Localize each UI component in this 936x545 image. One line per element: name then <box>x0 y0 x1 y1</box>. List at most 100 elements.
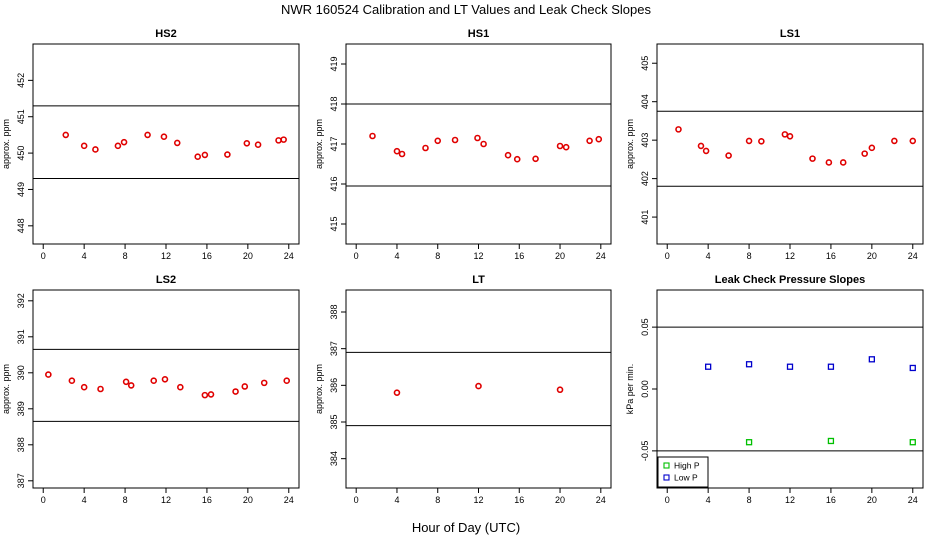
data-point <box>825 159 833 166</box>
data-point <box>393 147 401 155</box>
panel-title: HS1 <box>468 28 489 40</box>
x-tick-label: 16 <box>826 495 836 505</box>
data-point <box>556 386 564 394</box>
data-point <box>809 155 816 162</box>
data-point <box>786 363 794 370</box>
data-point <box>254 141 262 149</box>
data-point <box>480 140 487 148</box>
plot-frame <box>345 43 612 245</box>
plot-frame <box>656 43 924 245</box>
panel-3: LS2 approx. ppm 0 4 8 12 16 20 24 387 388 389 390 391… <box>1 274 300 505</box>
data-point <box>92 146 99 153</box>
x-tick-label: 4 <box>394 251 399 261</box>
x-tick-label: 24 <box>284 251 294 261</box>
data-point <box>909 364 916 372</box>
legend-marker <box>663 474 670 481</box>
legend-marker <box>663 462 670 469</box>
data-point <box>201 151 209 159</box>
data-point <box>705 363 712 370</box>
y-tick-label: 386 <box>329 378 339 393</box>
x-tick-label: 4 <box>82 251 87 261</box>
data-point <box>562 143 570 151</box>
x-tick-label: 16 <box>202 251 212 261</box>
y-axis-label: approx. ppm <box>1 119 11 169</box>
data-point <box>393 389 401 396</box>
data-point <box>241 383 249 390</box>
data-point <box>161 375 169 383</box>
data-point <box>201 391 209 399</box>
panel-title: HS2 <box>155 28 176 40</box>
x-tick-label: 16 <box>202 495 212 505</box>
x-tick-label: 8 <box>435 251 440 261</box>
data-point <box>697 142 705 150</box>
data-point <box>434 137 442 145</box>
data-point <box>868 356 875 363</box>
data-point <box>62 131 70 139</box>
data-point <box>745 361 753 368</box>
y-tick-label: 387 <box>329 341 339 356</box>
y-tick-label: 416 <box>329 176 339 191</box>
y-tick-label: 0.00 <box>640 380 650 398</box>
data-point <box>122 378 130 386</box>
data-point <box>68 377 76 385</box>
y-tick-label: 392 <box>16 293 26 308</box>
data-point <box>781 131 789 138</box>
x-tick-label: 0 <box>354 495 359 505</box>
data-point <box>868 144 876 152</box>
y-tick-label: 451 <box>16 109 26 124</box>
data-point <box>275 137 282 144</box>
panel-1: HS1 approx. ppm 0 4 8 12 16 20 24 415 416 417 418 419 <box>314 28 612 261</box>
data-point <box>114 142 122 150</box>
data-point <box>474 134 481 142</box>
data-point <box>120 138 128 146</box>
y-tick-label: 390 <box>16 365 26 380</box>
y-tick-label: 385 <box>329 414 339 429</box>
data-point <box>861 150 868 157</box>
legend-label: High P <box>674 461 700 471</box>
y-tick-label: 401 <box>640 210 650 225</box>
data-point <box>97 385 104 393</box>
data-point <box>451 136 459 144</box>
panel-title: LS2 <box>156 274 176 286</box>
y-tick-label: 417 <box>329 136 339 151</box>
panel-0: HS2 approx. ppm 0 4 8 12 16 20 24 448 449 450 451 452 <box>1 28 300 261</box>
x-tick-label: 0 <box>665 251 670 261</box>
data-point <box>280 136 287 143</box>
y-axis-label: approx. ppm <box>314 119 324 169</box>
y-tick-label: 388 <box>16 437 26 452</box>
panel-title: LS1 <box>780 28 800 40</box>
x-tick-label: 20 <box>867 495 877 505</box>
x-tick-label: 0 <box>665 495 670 505</box>
data-point <box>758 138 765 145</box>
data-point <box>283 377 291 385</box>
y-tick-label: 452 <box>16 73 26 88</box>
data-point <box>150 377 158 385</box>
panel-4: LT approx. ppm 0 4 8 12 16 20 24 384 385 386 387 388 <box>314 274 612 505</box>
x-tick-label: 12 <box>785 495 795 505</box>
x-tick-label: 20 <box>867 251 877 261</box>
x-tick-label: 12 <box>473 251 483 261</box>
x-tick-label: 8 <box>747 495 752 505</box>
data-point <box>260 379 268 387</box>
data-point <box>725 152 732 159</box>
data-point <box>891 137 898 145</box>
data-point <box>194 153 202 161</box>
x-tick-label: 20 <box>243 251 253 261</box>
x-tick-label: 16 <box>514 495 524 505</box>
y-axis-label: approx. ppm <box>314 364 324 414</box>
x-tick-label: 8 <box>435 495 440 505</box>
data-point <box>207 391 215 398</box>
y-tick-label: 449 <box>16 182 26 197</box>
data-point <box>160 133 168 141</box>
data-point <box>556 142 564 150</box>
y-tick-label: 418 <box>329 96 339 111</box>
data-point <box>232 388 239 395</box>
y-tick-label: 448 <box>16 218 26 233</box>
data-point <box>675 126 682 133</box>
y-tick-label: -0.05 <box>640 441 650 462</box>
y-tick-label: 402 <box>640 171 650 186</box>
plot-frame <box>32 43 300 245</box>
